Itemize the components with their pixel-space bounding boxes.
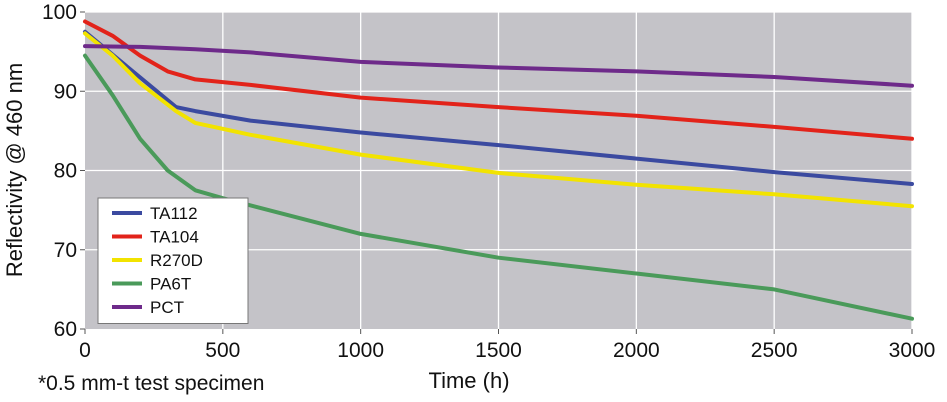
y-tick-label: 80 [54, 160, 77, 183]
x-axis-title: Time (h) [428, 368, 509, 393]
series-line-ta104 [83, 19, 914, 141]
x-tick-label: 0 [79, 339, 91, 362]
legend-label: R270D [150, 251, 203, 270]
x-tick-label: 2500 [751, 339, 798, 362]
x-axis-ticks: 0 500 1000 1500 2000 2500 3000 [79, 329, 935, 362]
grid-lines [85, 11, 913, 329]
legend-label: PA6T [150, 275, 191, 294]
series-line-pct [83, 44, 914, 88]
x-tick-label: 1500 [475, 339, 522, 362]
x-tick-label: 3000 [889, 339, 936, 362]
series-line-ta112 [83, 29, 914, 186]
y-tick-label: 70 [54, 239, 77, 262]
y-tick-label: 90 [54, 80, 77, 103]
y-tick-label: 60 [54, 318, 77, 341]
x-tick-label: 1000 [337, 339, 384, 362]
legend-label: PCT [150, 298, 184, 317]
legend-label: TA104 [150, 228, 199, 247]
y-axis-title: Reflectivity @ 460 nm [2, 63, 27, 277]
x-tick-label: 2000 [613, 339, 660, 362]
footnote: *0.5 mm-t test specimen [38, 372, 265, 395]
legend-label: TA112 [150, 204, 198, 223]
legend: TA112 TA104 R270D PA6T PCT [97, 197, 249, 324]
series-line-r270d [83, 31, 914, 209]
y-tick-label: 100 [42, 1, 77, 24]
y-axis-ticks: 60 70 80 90 100 [42, 1, 85, 341]
x-tick-label: 500 [205, 339, 240, 362]
